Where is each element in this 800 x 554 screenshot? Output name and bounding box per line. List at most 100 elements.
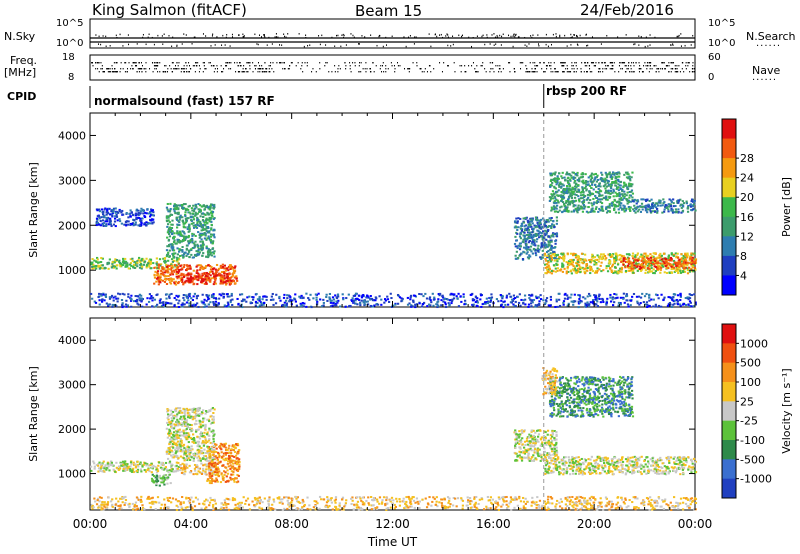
echo-cell — [190, 215, 193, 218]
echo-cell — [534, 248, 537, 251]
echo-cell — [140, 222, 143, 225]
freq-dot — [594, 65, 596, 67]
echo-cell — [149, 262, 152, 265]
echo-cell — [294, 293, 297, 296]
noise-sky-dot — [342, 33, 344, 36]
echo-cell — [196, 252, 199, 255]
echo-cell — [620, 267, 624, 270]
echo-cell — [686, 252, 689, 255]
echo-cell — [615, 181, 618, 184]
echo-cell — [546, 266, 549, 269]
freq-dot — [137, 68, 139, 70]
freq-dot — [609, 68, 611, 70]
echo-cell — [218, 297, 221, 300]
echo-cell — [107, 267, 110, 270]
noise-sky-dot — [537, 34, 539, 36]
echo-cell — [187, 217, 190, 220]
echo-cell — [546, 254, 549, 257]
echo-cell — [573, 193, 576, 196]
echo-cell — [200, 229, 203, 232]
freq-dot — [618, 65, 620, 67]
echo-cell — [142, 212, 145, 215]
echo-cell — [183, 236, 186, 239]
noise-sky-dot — [343, 34, 345, 37]
freq-dot — [525, 71, 527, 73]
noise-search-dot — [176, 44, 178, 47]
echo-cell — [176, 240, 179, 243]
echo-cell — [118, 218, 121, 221]
echo-cell — [221, 280, 224, 283]
echo-cell — [636, 205, 639, 208]
echo-cell — [610, 300, 613, 303]
echo-cell — [300, 297, 304, 300]
freq-dot — [163, 71, 165, 73]
noise-sky-dot — [555, 33, 557, 35]
echo-cell — [648, 270, 652, 273]
echo-cell — [693, 200, 696, 203]
echo-cell — [553, 195, 556, 198]
echo-cell — [519, 227, 522, 230]
echo-cell — [182, 235, 185, 238]
echo-cell — [175, 207, 178, 210]
echo-cell — [608, 196, 611, 199]
echo-cell — [101, 264, 104, 267]
echo-cell — [120, 262, 123, 265]
freq-dot — [598, 68, 600, 70]
echo-cell — [656, 265, 659, 268]
freq-dot — [581, 62, 583, 64]
echo-cell — [315, 296, 318, 299]
echo-cell — [593, 263, 596, 266]
echo-cell — [610, 202, 613, 205]
echo-cell — [549, 172, 553, 175]
echo-cell — [508, 292, 511, 295]
echo-cell — [172, 278, 175, 281]
echo-cell — [205, 230, 208, 233]
freq-dot — [131, 65, 133, 67]
echo-cell — [516, 232, 519, 235]
echo-cell — [576, 270, 580, 273]
echo-cell — [686, 206, 690, 209]
echo-cell — [499, 294, 502, 297]
echo-cell — [114, 265, 117, 268]
echo-cell — [205, 218, 209, 221]
echo-cell — [562, 253, 566, 256]
echo-cell — [186, 217, 189, 220]
echo-cell — [614, 297, 617, 300]
noise-sky-dot — [458, 34, 460, 37]
freq-dot — [638, 68, 640, 70]
echo-cell — [440, 299, 443, 302]
echo-cell — [127, 220, 130, 223]
echo-cell — [673, 270, 676, 273]
freq-dot — [534, 71, 536, 73]
echo-cell — [212, 276, 215, 279]
freq-dot — [95, 68, 97, 70]
noise-sky-dot — [461, 35, 463, 38]
echo-cell — [520, 222, 523, 225]
freq-dot — [345, 68, 347, 70]
echo-cell — [436, 301, 439, 304]
echo-cell — [141, 217, 144, 220]
echo-cell — [574, 207, 577, 210]
echo-cell — [640, 205, 643, 208]
echo-cell — [649, 261, 652, 264]
echo-cell — [575, 270, 578, 273]
echo-cell — [177, 232, 180, 235]
echo-cell — [183, 232, 186, 235]
echo-cell — [178, 230, 182, 233]
freq-dot — [240, 65, 242, 67]
echo-cell — [197, 253, 201, 256]
echo-cell — [101, 298, 104, 301]
echo-cell — [142, 258, 145, 261]
echo-cell — [680, 265, 683, 268]
echo-cell — [560, 185, 563, 188]
echo-cell — [596, 254, 599, 257]
echo-cell — [608, 192, 611, 195]
echo-cell — [601, 257, 604, 260]
echo-cell — [186, 274, 190, 277]
echo-cell — [187, 293, 191, 296]
echo-cell — [561, 183, 564, 186]
echo-cell — [681, 200, 684, 203]
noise-search-dot — [266, 44, 268, 46]
echo-cell — [576, 258, 579, 261]
echo-cell — [585, 267, 588, 270]
